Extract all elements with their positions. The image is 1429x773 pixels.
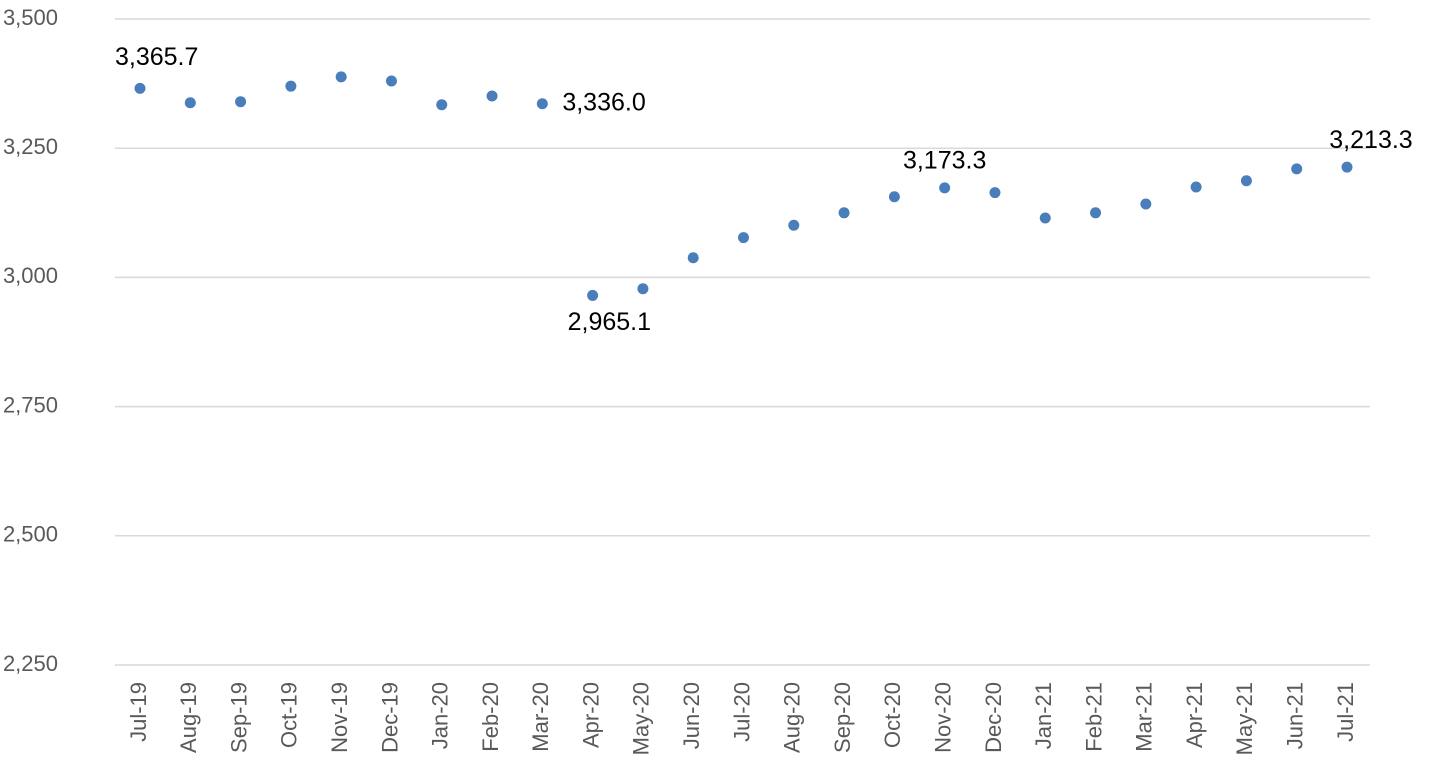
x-tick-label: Jul-19 (126, 682, 151, 742)
y-tick-label: 2,250 (3, 651, 58, 676)
x-tick-label: Aug-19 (176, 682, 201, 753)
y-tick-label: 2,750 (3, 392, 58, 417)
data-point (1190, 181, 1202, 193)
data-point (486, 90, 498, 102)
data-point (989, 187, 1001, 199)
x-tick-label: May-21 (1232, 682, 1257, 755)
data-point (184, 97, 196, 109)
x-tick-label: Nov-20 (930, 682, 955, 753)
data-point (1140, 198, 1152, 210)
data-label: 3,336.0 (562, 88, 645, 116)
x-tick-label: Feb-20 (478, 682, 503, 752)
data-point (1291, 163, 1303, 175)
x-tick-label: Mar-21 (1132, 682, 1157, 752)
x-tick-label: May-20 (629, 682, 654, 755)
data-point (637, 283, 649, 295)
y-tick-label: 2,500 (3, 522, 58, 547)
data-point (285, 80, 297, 92)
x-tick-label: Jan-21 (1031, 682, 1056, 749)
x-tick-label: Apr-20 (578, 682, 603, 748)
data-point (587, 289, 599, 301)
data-point (1341, 161, 1353, 173)
x-tick-label: Dec-19 (377, 682, 402, 753)
data-point (134, 82, 146, 94)
x-tick-label: Aug-20 (780, 682, 805, 753)
data-point (335, 71, 347, 83)
y-tick-label: 3,250 (3, 134, 58, 159)
x-tick-label: Jun-21 (1283, 682, 1308, 749)
x-tick-label: Mar-20 (528, 682, 553, 752)
x-tick-label: Oct-19 (277, 682, 302, 748)
x-tick-label: Sep-19 (226, 682, 251, 753)
data-label: 3,365.7 (115, 43, 198, 71)
x-tick-label: Dec-20 (981, 682, 1006, 753)
x-tick-label: Jul-21 (1333, 682, 1358, 742)
data-point (536, 98, 548, 110)
x-tick-label: Feb-21 (1081, 682, 1106, 752)
x-tick-label: Jan-20 (428, 682, 453, 749)
data-point (436, 99, 448, 111)
data-point (1039, 212, 1051, 224)
x-tick-label: Oct-20 (880, 682, 905, 748)
x-tick-label: Jul-20 (729, 682, 754, 742)
data-point (385, 75, 397, 87)
data-point (838, 207, 850, 219)
data-point (888, 191, 900, 203)
x-tick-label: Nov-19 (327, 682, 352, 753)
data-point (738, 232, 749, 244)
data-point (939, 182, 951, 194)
x-tick-label: Jun-20 (679, 682, 704, 749)
y-tick-label: 3,500 (3, 5, 58, 30)
data-label: 3,173.3 (903, 146, 986, 174)
data-label: 2,965.1 (568, 308, 651, 336)
data-point (235, 96, 247, 108)
x-tick-label: Apr-21 (1182, 682, 1207, 748)
data-point (1090, 207, 1102, 219)
data-label: 3,213.3 (1329, 126, 1412, 154)
data-point (1240, 175, 1252, 187)
data-point (788, 219, 800, 231)
data-point (687, 252, 699, 264)
y-tick-label: 3,000 (3, 263, 58, 288)
x-tick-label: Sep-20 (830, 682, 855, 753)
